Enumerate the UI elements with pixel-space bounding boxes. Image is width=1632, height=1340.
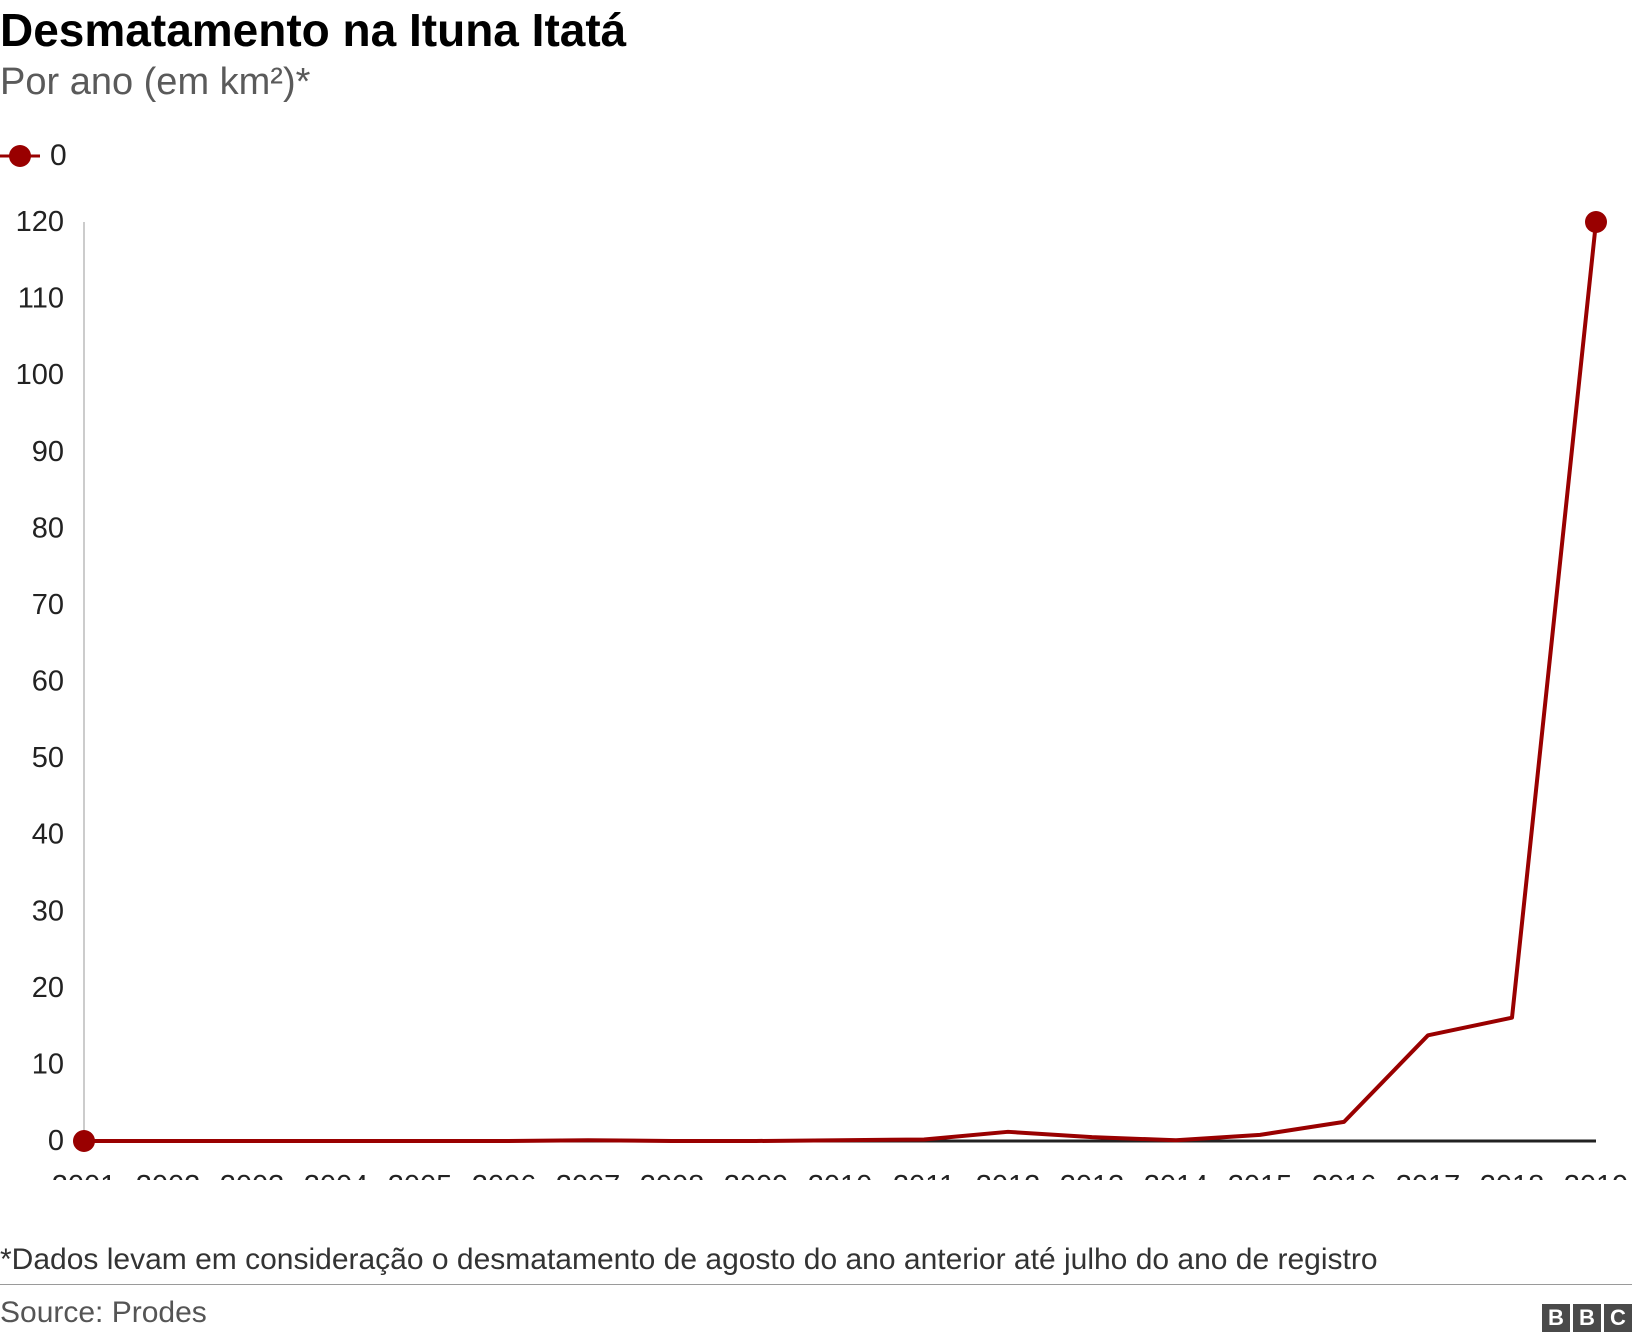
x-tick-label: 2001 (52, 1170, 117, 1180)
x-tick-label: 2003 (220, 1170, 285, 1180)
x-tick-label: 2012 (976, 1170, 1041, 1180)
x-tick-label: 2009 (724, 1170, 789, 1180)
y-tick-label: 120 (16, 206, 64, 238)
footer-divider (0, 1284, 1632, 1285)
x-tick-label: 2018 (1480, 1170, 1545, 1180)
legend-line-marker-icon (0, 145, 40, 167)
y-tick-label: 0 (48, 1125, 64, 1157)
x-tick-label: 2008 (640, 1170, 705, 1180)
legend: 0 (0, 136, 67, 176)
bbc-logo-letter: B (1542, 1304, 1570, 1332)
x-tick-label: 2016 (1312, 1170, 1377, 1180)
line-chart: 0 10 20 30 40 50 60 70 80 90 100 110 120 2001 2002 2003… (16, 206, 1629, 1180)
x-tick-label: 2002 (136, 1170, 201, 1180)
x-tick-label: 2005 (388, 1170, 453, 1180)
x-tick-label: 2014 (1144, 1170, 1209, 1180)
y-tick-label: 40 (32, 819, 64, 851)
series-line (82, 220, 1598, 1143)
chart-subtitle: Por ano (em km²)* (0, 61, 311, 103)
x-tick-label: 2015 (1228, 1170, 1293, 1180)
bbc-logo: B B C (1542, 1304, 1632, 1332)
y-tick-label: 70 (32, 589, 64, 621)
x-tick-label: 2010 (808, 1170, 873, 1180)
chart-footnote: *Dados levam em consideração o desmatame… (0, 1243, 1378, 1276)
x-tick-label: 2017 (1396, 1170, 1461, 1180)
x-tick-label: 2006 (472, 1170, 537, 1180)
chart-source: Source: Prodes (0, 1296, 207, 1329)
y-tick-label: 100 (16, 359, 64, 391)
y-tick-label: 110 (18, 283, 64, 315)
x-tick-label: 2004 (304, 1170, 369, 1180)
data-point-marker (73, 1130, 95, 1152)
x-tick-label: 2007 (556, 1170, 621, 1180)
bbc-logo-letter: C (1604, 1304, 1632, 1332)
bbc-logo-letter: B (1573, 1304, 1601, 1332)
y-tick-label: 20 (32, 972, 64, 1004)
y-tick-label: 90 (32, 436, 64, 468)
x-tick-label: 2013 (1060, 1170, 1125, 1180)
x-tick-label: 2019 (1564, 1170, 1629, 1180)
y-tick-label: 80 (32, 512, 64, 544)
y-tick-label: 10 (32, 1048, 64, 1080)
y-tick-label: 60 (32, 666, 64, 698)
legend-label: 0 (50, 139, 67, 172)
x-tick-label: 2011 (893, 1170, 955, 1180)
chart-title: Desmatamento na Ituna Itatá (0, 4, 627, 56)
y-tick-label: 50 (32, 742, 64, 774)
y-tick-label: 30 (32, 895, 64, 927)
data-point-marker (1585, 211, 1607, 233)
